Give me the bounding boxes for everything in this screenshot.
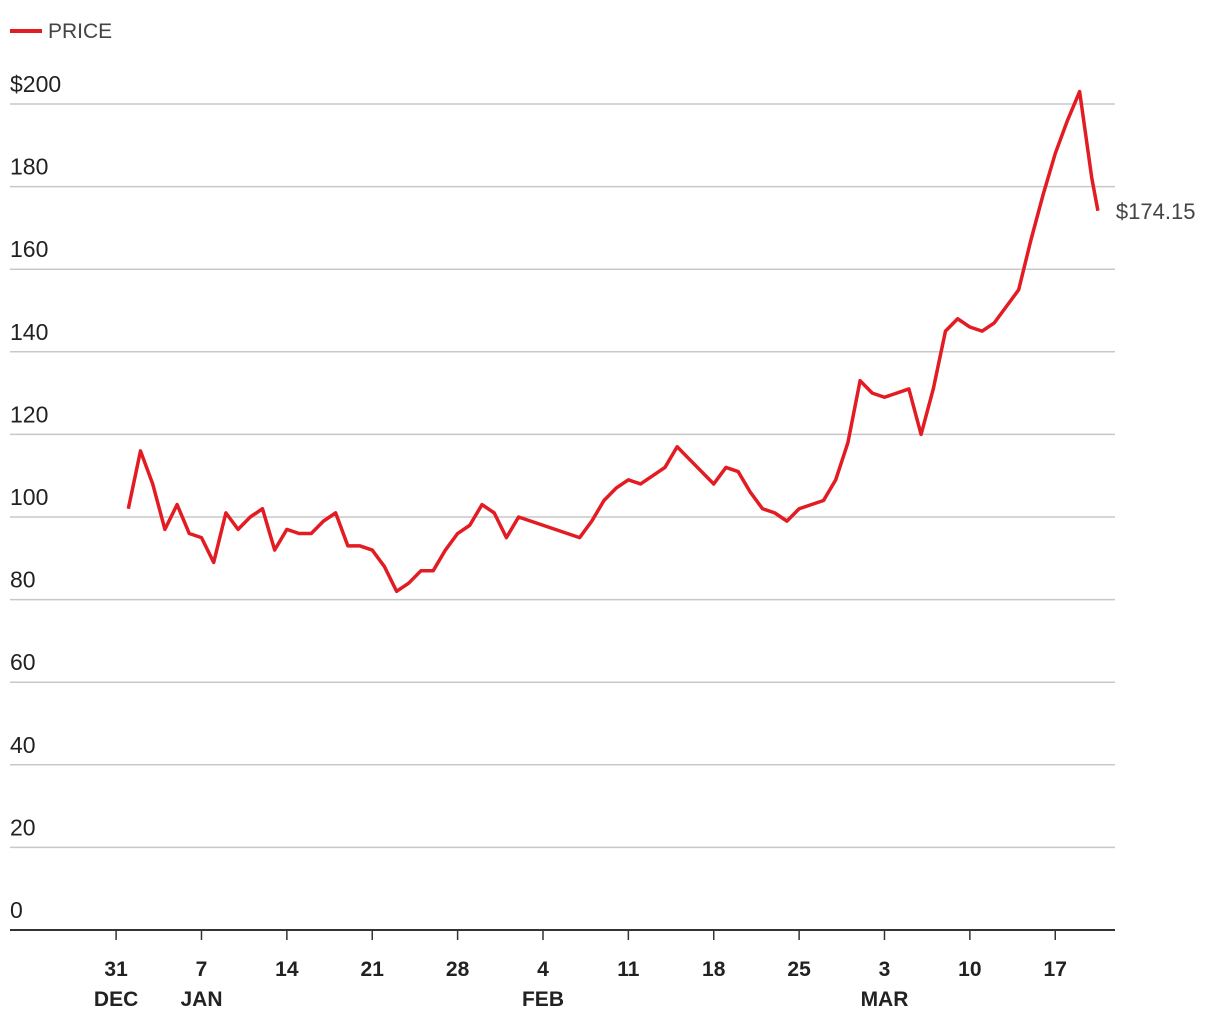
x-tick-label: 18 xyxy=(702,958,726,981)
y-tick-label: 120 xyxy=(10,401,48,427)
month-label: DEC xyxy=(94,988,138,1011)
month-label: FEB xyxy=(522,988,564,1011)
price-line xyxy=(126,89,1100,594)
x-tick-label: 25 xyxy=(787,958,811,981)
y-tick-label: 100 xyxy=(10,484,48,510)
month-label: JAN xyxy=(180,988,222,1011)
x-tick-label: 31 xyxy=(104,958,128,981)
y-tick-label: 20 xyxy=(10,814,36,840)
legend-label: PRICE xyxy=(48,20,112,43)
y-tick-label: 180 xyxy=(10,154,48,180)
y-tick-label: 60 xyxy=(10,649,36,675)
x-tick-label: 21 xyxy=(361,958,385,981)
y-tick-label: 80 xyxy=(10,567,36,593)
y-tick-label: 160 xyxy=(10,236,48,262)
x-tick-label: 11 xyxy=(617,958,640,981)
y-tick-label: 0 xyxy=(10,897,23,923)
month-label: MAR xyxy=(861,988,909,1011)
x-tick-label: 14 xyxy=(275,958,299,981)
x-tick-label: 7 xyxy=(196,958,208,981)
x-tick-label: 10 xyxy=(958,958,981,981)
y-tick-label: 140 xyxy=(10,319,48,345)
y-tick-label: $200 xyxy=(10,71,61,97)
y-tick-label: 40 xyxy=(10,732,36,758)
x-tick-label: 3 xyxy=(879,958,891,981)
end-value-label: $174.15 xyxy=(1116,199,1196,224)
x-tick-label: 4 xyxy=(537,958,549,981)
x-tick-label: 28 xyxy=(446,958,470,981)
x-tick-label: 17 xyxy=(1044,958,1067,981)
